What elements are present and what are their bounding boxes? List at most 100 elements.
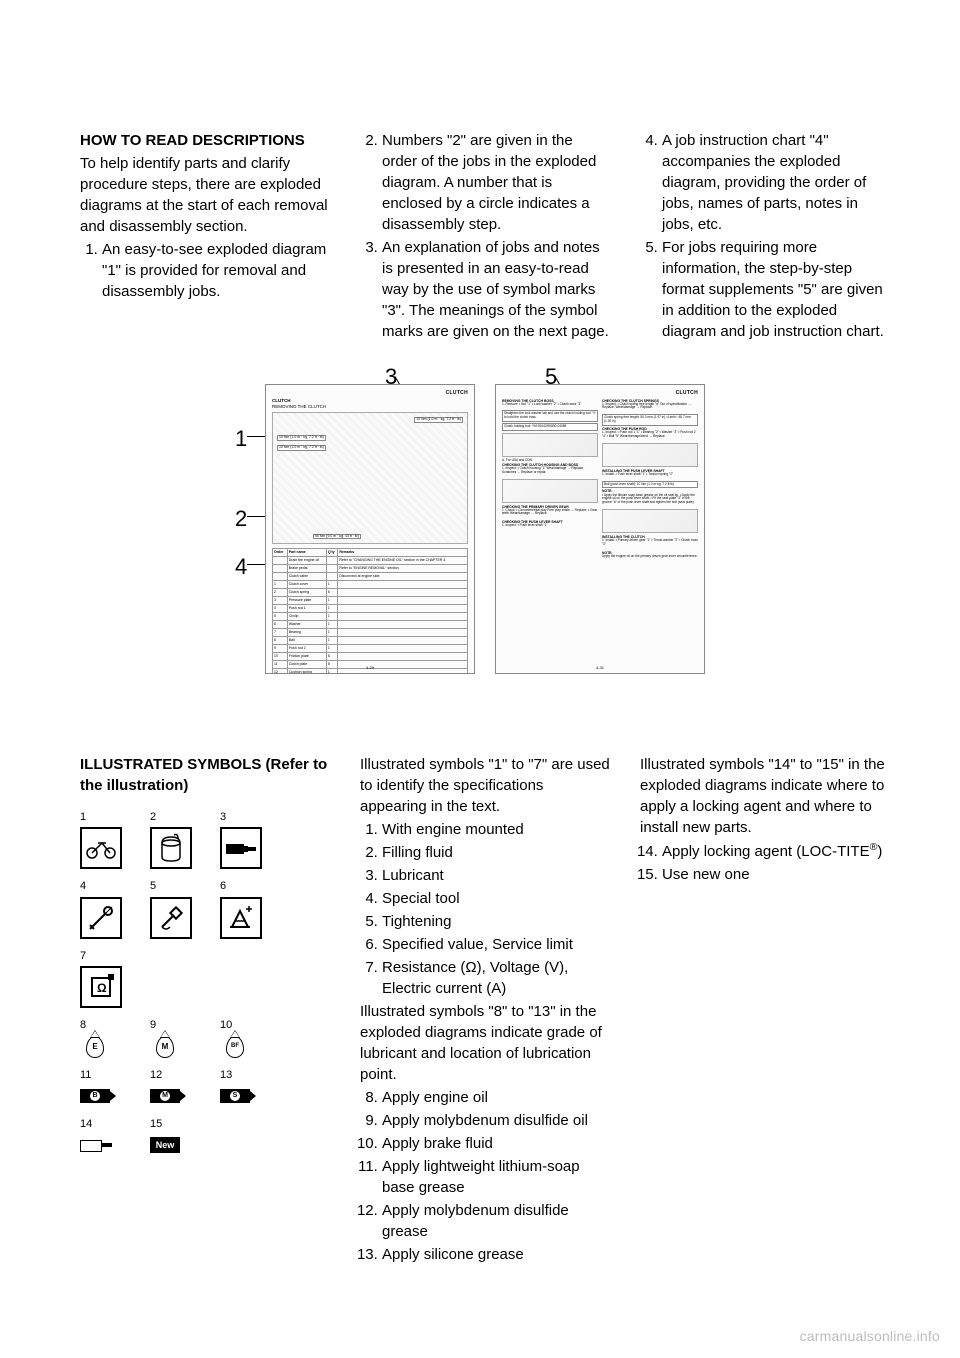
- drop-m: M: [162, 1041, 169, 1052]
- list-col2: Numbers "2" are given in the order of th…: [360, 130, 610, 342]
- sym-desc-8: Apply engine oil: [382, 1087, 610, 1108]
- rb-r-note2: Apply the engine oil on the primary driv…: [602, 555, 698, 559]
- sym-desc-13: Apply silicone grease: [382, 1244, 610, 1265]
- manual-page: HOW TO READ DESCRIPTIONS To help identif…: [0, 0, 960, 1358]
- loctite-icon: [80, 1134, 110, 1156]
- mini-page-left: CLUTCH CLUTCH REMOVING THE CLUTCH 10 Nm …: [265, 384, 475, 674]
- resistance-icon: Ω: [80, 966, 122, 1008]
- item-5: For jobs requiring more information, the…: [662, 237, 890, 342]
- symnum-6: 6: [220, 879, 272, 894]
- torque-spec-1: 10 Nm (1.0 m · kg, 7.2 ft · lb): [277, 435, 326, 441]
- symnum-8: 8: [80, 1018, 132, 1033]
- symnum-14: 14: [80, 1117, 132, 1132]
- moly-grease-icon: M: [150, 1085, 180, 1107]
- item-3: An explanation of jobs and notes is pres…: [382, 237, 610, 342]
- symnum-4: 4: [80, 879, 132, 894]
- symbol-2: 2: [150, 810, 202, 869]
- engine-mounted-icon: [80, 827, 122, 869]
- rb-r-b5: 1. Install: • Push lever shaft "1" • Tor…: [602, 473, 698, 477]
- sym14-b: ): [877, 843, 882, 860]
- sym-desc-7: Resistance (Ω), Voltage (V), Electric cu…: [382, 957, 610, 999]
- top-col-2: Numbers "2" are given in the order of th…: [360, 130, 610, 344]
- sym-intro-8-13: Illustrated symbols "8" to "13" in the e…: [360, 1001, 610, 1085]
- rb-l-b3: 1. Check: • Circumferential play Free pl…: [502, 509, 598, 517]
- tightening-icon: [150, 897, 192, 939]
- sym-desc-11: Apply lightweight lithium-soap base grea…: [382, 1156, 610, 1198]
- moly-oil-icon: M: [150, 1036, 180, 1058]
- sym-list-1-7: With engine mounted Filling fluid Lubric…: [360, 819, 610, 999]
- sym-desc-2: Filling fluid: [382, 842, 610, 863]
- sym-desc-15: Use new one: [662, 864, 890, 885]
- rb-l-note: Straighten the lock washer tab and use t…: [502, 410, 598, 422]
- mini-right-right-col: CHECKING THE CLUTCH SPRINGS1. Inspect: •…: [602, 399, 698, 654]
- sym-desc-1: With engine mounted: [382, 819, 610, 840]
- sym-desc-4: Special tool: [382, 888, 610, 909]
- figure-area: 3 5 1 2 4 CLUTCH CLUTCH REMOVING THE CLU…: [80, 384, 890, 674]
- symnum-15: 15: [150, 1117, 202, 1132]
- tube-b: B: [90, 1091, 100, 1101]
- heading-how-to-read: HOW TO READ DESCRIPTIONS: [80, 130, 330, 151]
- sym-desc-9: Apply molybdenum disulfide oil: [382, 1110, 610, 1131]
- lithium-grease-icon: B: [80, 1085, 110, 1107]
- bottom-col-1: ILLUSTRATED SYMBOLS (Refer to the illust…: [80, 754, 330, 1267]
- rb-r-illus1: [602, 443, 698, 467]
- drop-e: E: [92, 1041, 97, 1052]
- rb-r-spec1: Clutch spring free length: 50.0 mm (1.97…: [602, 414, 698, 426]
- mini-left-footer: 4-29: [266, 666, 474, 670]
- sym-desc-3: Lubricant: [382, 865, 610, 886]
- exploded-diagram: 10 Nm (1.0 m · kg, 7.2 ft · lb) 10 Nm (1…: [272, 412, 468, 544]
- sym-intro-1-7: Illustrated symbols "1" to "7" are used …: [360, 754, 610, 817]
- symnum-10: 10: [220, 1018, 272, 1033]
- symbol-3: 3: [220, 810, 272, 869]
- job-chart-table: OrderPart nameQ'tyRemarks Drain the engi…: [272, 548, 468, 674]
- symnum-11: 11: [80, 1068, 132, 1083]
- rb-r-b4: 1. Inspect: • Push rod 1 "1" • Bearing "…: [602, 431, 698, 439]
- tube-m: M: [160, 1091, 170, 1101]
- symnum-1: 1: [80, 810, 132, 825]
- mini-left-sub: REMOVING THE CLUTCH: [272, 405, 468, 410]
- intro-para: To help identify parts and clarify proce…: [80, 153, 330, 237]
- symbol-12: 12 M: [150, 1068, 202, 1107]
- drop-bf: BF: [231, 1042, 239, 1050]
- top-columns: HOW TO READ DESCRIPTIONS To help identif…: [80, 130, 890, 344]
- filling-fluid-icon: [150, 827, 192, 869]
- sym-intro-14-15: Illustrated symbols "14" to "15" in the …: [640, 754, 890, 838]
- rb-r-illus2: [602, 509, 698, 533]
- list-col3: A job instruction chart "4" accompanies …: [640, 130, 890, 342]
- symbol-13: 13 S: [220, 1068, 272, 1107]
- mini-right-left-col: REMOVING THE CLUTCH BOSS1. Remove: • Nut…: [502, 399, 598, 654]
- heading-illustrated-symbols: ILLUSTRATED SYMBOLS (Refer to the illust…: [80, 754, 330, 796]
- symnum-2: 2: [150, 810, 202, 825]
- new-label: New: [150, 1137, 180, 1153]
- symnum-3: 3: [220, 810, 272, 825]
- rb-r-spec4: Bolt (push lever shaft): 10 Nm (1.0 m·kg…: [602, 481, 698, 489]
- sym14-a: Apply locking agent (LOC-TITE: [662, 843, 870, 860]
- callout-2: 2: [235, 506, 247, 532]
- brake-fluid-icon: BF: [220, 1036, 250, 1058]
- torque-spec-3: 90 Nm (9.0 m · kg, 43 ft · lb): [313, 534, 361, 540]
- engine-oil-icon: E: [80, 1036, 110, 1058]
- list-col1: An easy-to-see exploded diagram "1" is p…: [80, 239, 330, 302]
- sym-list-14-15: Apply locking agent (LOC-TITE®) Use new …: [640, 840, 890, 885]
- symnum-7: 7: [80, 949, 132, 964]
- symbol-4: 4: [80, 879, 132, 938]
- callout-4: 4: [235, 554, 247, 580]
- sym-desc-12: Apply molybdenum disulfide grease: [382, 1200, 610, 1242]
- rb-l-illus2: [502, 479, 598, 503]
- lubricant-icon: [220, 827, 262, 869]
- symbol-1: 1: [80, 810, 132, 869]
- symbol-8: 8 E: [80, 1018, 132, 1057]
- symbol-14: 14: [80, 1117, 132, 1156]
- symbol-7: 7 Ω: [80, 949, 132, 1008]
- rb-l-b1: 1. Remove: • Nut "1" • Lock washer "2" •…: [502, 403, 598, 407]
- symbol-5: 5: [150, 879, 202, 938]
- figure-wrap: 3 5 1 2 4 CLUTCH CLUTCH REMOVING THE CLU…: [265, 384, 705, 674]
- bottom-col-2: Illustrated symbols "1" to "7" are used …: [360, 754, 610, 1267]
- rb-r-b1: 1. Inspect: • Clutch spring free length …: [602, 403, 698, 411]
- rb-r-note: • Apply the lithium soap base grease on …: [602, 494, 698, 506]
- rb-l-tool: Clutch holding tool: YM-91042/90890-0408…: [502, 423, 598, 431]
- silicone-grease-icon: S: [220, 1085, 250, 1107]
- mini-left-section: CLUTCH: [272, 399, 468, 404]
- bottom-col-3: Illustrated symbols "14" to "15" in the …: [640, 754, 890, 1267]
- symnum-13: 13: [220, 1068, 272, 1083]
